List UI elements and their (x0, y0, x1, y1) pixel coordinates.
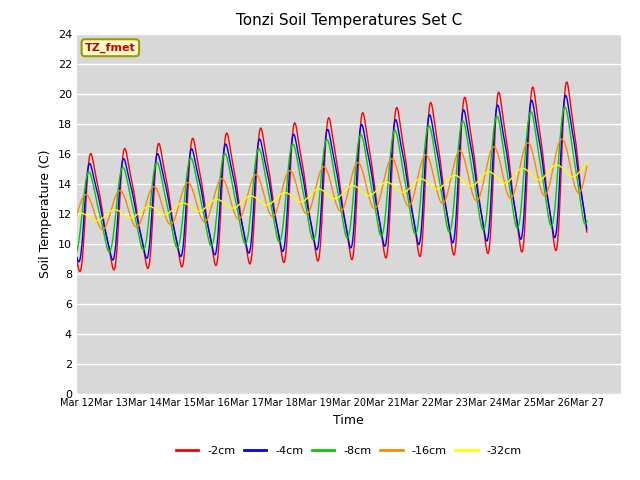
-32cm (394, 188, 402, 193)
-8cm (187, 155, 195, 161)
-8cm (409, 226, 417, 231)
-2cm (136, 224, 143, 229)
-2cm (583, 229, 591, 235)
-8cm (214, 198, 222, 204)
-32cm (73, 212, 81, 217)
-16cm (394, 170, 402, 176)
-32cm (214, 197, 222, 203)
-4cm (409, 213, 417, 219)
-4cm (394, 125, 402, 131)
Line: -32cm: -32cm (77, 163, 587, 221)
-16cm (99, 227, 106, 232)
Line: -16cm: -16cm (77, 139, 587, 229)
-32cm (583, 160, 591, 166)
Line: -4cm: -4cm (77, 95, 587, 262)
-16cm (82, 192, 90, 197)
-2cm (76, 268, 83, 274)
-8cm (106, 249, 113, 255)
-32cm (82, 212, 90, 218)
Line: -2cm: -2cm (77, 82, 587, 271)
-16cm (214, 181, 222, 187)
-2cm (409, 213, 417, 219)
-4cm (75, 259, 83, 264)
-2cm (394, 108, 402, 114)
Line: -8cm: -8cm (77, 107, 587, 252)
-2cm (73, 257, 81, 263)
-16cm (558, 136, 566, 142)
-8cm (136, 235, 143, 240)
Text: TZ_fmet: TZ_fmet (85, 43, 136, 53)
-32cm (93, 218, 100, 224)
-4cm (73, 254, 81, 260)
-8cm (561, 104, 569, 110)
-4cm (136, 225, 143, 231)
-16cm (409, 195, 417, 201)
-4cm (214, 232, 222, 238)
-16cm (136, 222, 143, 228)
-32cm (136, 210, 143, 216)
-2cm (187, 142, 195, 148)
-4cm (83, 176, 91, 181)
-32cm (409, 181, 417, 187)
-8cm (73, 249, 81, 254)
-16cm (187, 183, 195, 189)
-8cm (82, 177, 90, 183)
-2cm (563, 79, 571, 85)
-8cm (583, 218, 591, 224)
-2cm (83, 185, 91, 191)
Y-axis label: Soil Temperature (C): Soil Temperature (C) (39, 149, 52, 278)
Legend: -2cm, -4cm, -8cm, -16cm, -32cm: -2cm, -4cm, -8cm, -16cm, -32cm (172, 441, 526, 460)
-4cm (583, 226, 591, 232)
X-axis label: Time: Time (333, 414, 364, 427)
-8cm (394, 138, 402, 144)
Title: Tonzi Soil Temperatures Set C: Tonzi Soil Temperatures Set C (236, 13, 462, 28)
-32cm (187, 204, 195, 210)
-4cm (187, 147, 195, 153)
-16cm (73, 212, 81, 218)
-16cm (583, 163, 591, 169)
-4cm (562, 92, 570, 98)
-2cm (214, 253, 222, 259)
